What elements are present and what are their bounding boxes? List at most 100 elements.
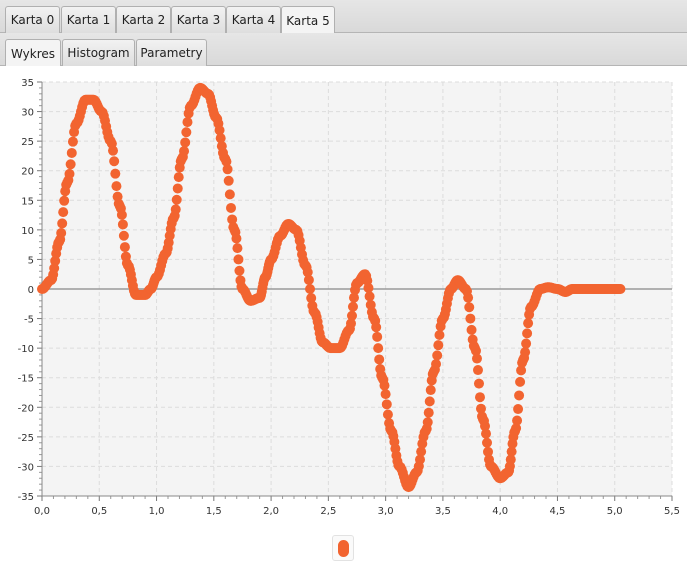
data-point (226, 202, 236, 213)
data-point (57, 218, 68, 229)
data-point (434, 330, 445, 341)
data-point (215, 133, 226, 144)
data-point (464, 302, 475, 313)
data-point (463, 292, 474, 303)
data-point (381, 399, 392, 410)
data-point (372, 331, 383, 342)
y-tick-label: 25 (21, 137, 34, 148)
data-point (416, 446, 427, 457)
data-point (302, 267, 313, 278)
data-point (514, 390, 525, 401)
data-point (347, 301, 358, 312)
data-point (466, 324, 477, 335)
legend-item (332, 535, 354, 561)
data-point (234, 265, 245, 276)
tab-sub-2[interactable]: Parametry (136, 39, 207, 66)
tab-karta-3[interactable]: Karta 3 (171, 6, 226, 33)
tab-sub-1[interactable]: Histogram (62, 39, 135, 66)
y-tick-label: 15 (21, 196, 34, 207)
x-tick-label: 5,5 (664, 506, 680, 517)
data-point (56, 228, 67, 239)
data-point (231, 233, 242, 244)
data-point (512, 415, 523, 426)
y-tick-label: 30 (21, 108, 34, 119)
data-point (422, 417, 433, 428)
data-point (306, 293, 317, 304)
tab-sub-0[interactable]: Wykres (5, 39, 61, 67)
data-point (505, 454, 516, 465)
y-tick-label: 0 (28, 285, 34, 296)
data-point (222, 164, 233, 175)
data-point (227, 214, 238, 225)
data-point (182, 117, 193, 128)
top-tab-bar: Karta 0 Karta 1 Karta 2 Karta 3 Karta 4 Karta… (0, 0, 687, 34)
data-point (481, 428, 492, 439)
y-tick-label: -10 (18, 344, 34, 355)
data-point (374, 354, 385, 365)
data-point (465, 313, 476, 324)
x-tick-label: 5,0 (607, 506, 623, 517)
x-tick-label: 1,0 (149, 506, 165, 517)
tab-karta-5[interactable]: Karta 5 (281, 6, 335, 34)
y-tick-label: -30 (18, 462, 34, 473)
data-point (471, 353, 482, 364)
data-point (480, 421, 491, 432)
chart-panel: 35 30 25 20 15 10 5 0 -5 -10 -15 -20 -25 -30 -35 0,0 0,5… (0, 66, 687, 568)
data-point (483, 446, 494, 457)
data-point (515, 376, 526, 387)
x-tick-label: 4,5 (550, 506, 566, 517)
data-point (473, 378, 484, 389)
data-point (432, 350, 443, 361)
data-point (521, 338, 532, 349)
data-point (346, 310, 357, 321)
data-point (118, 230, 129, 241)
data-point (482, 437, 493, 448)
line-chart: 35 30 25 20 15 10 5 0 -5 -10 -15 -20 -25 -30 -350,0 0,5… (18, 78, 680, 517)
tab-karta-1[interactable]: Karta 1 (61, 6, 116, 33)
data-point (425, 385, 436, 396)
data-point (224, 189, 235, 200)
data-point (59, 195, 70, 206)
data-point (516, 365, 527, 376)
data-point (373, 343, 384, 354)
y-tick-label: -25 (18, 433, 34, 444)
y-tick-label: 35 (21, 78, 34, 89)
data-point (232, 243, 243, 254)
data-point (474, 392, 485, 403)
data-point (214, 125, 225, 136)
y-tick-label: -5 (24, 315, 34, 326)
data-point (305, 284, 316, 294)
data-point (382, 409, 393, 420)
data-point (111, 181, 122, 192)
tab-karta-0[interactable]: Karta 0 (5, 6, 60, 33)
y-tick-label: 5 (28, 255, 34, 266)
data-point (511, 423, 522, 434)
data-point (433, 340, 444, 351)
data-point (179, 146, 190, 157)
data-point (513, 404, 524, 415)
data-point (110, 168, 121, 179)
data-point (64, 168, 75, 179)
data-point (173, 172, 184, 183)
x-tick-label: 1,5 (206, 506, 222, 517)
data-point (379, 380, 390, 391)
data-point (172, 183, 183, 194)
data-point (470, 345, 481, 356)
tab-karta-4[interactable]: Karta 4 (226, 6, 281, 33)
data-point (303, 274, 314, 285)
data-point (363, 282, 374, 293)
data-point (364, 291, 375, 302)
data-point (181, 127, 192, 138)
data-point (119, 242, 130, 253)
data-point (171, 194, 182, 205)
data-point (472, 365, 483, 376)
x-tick-label: 0,0 (34, 506, 50, 517)
data-point (108, 145, 119, 156)
data-point (348, 292, 359, 303)
tab-karta-2[interactable]: Karta 2 (116, 6, 171, 33)
data-point (522, 328, 533, 339)
data-point (66, 147, 77, 158)
data-point (49, 263, 60, 274)
data-point (233, 254, 244, 265)
data-point (475, 403, 486, 414)
